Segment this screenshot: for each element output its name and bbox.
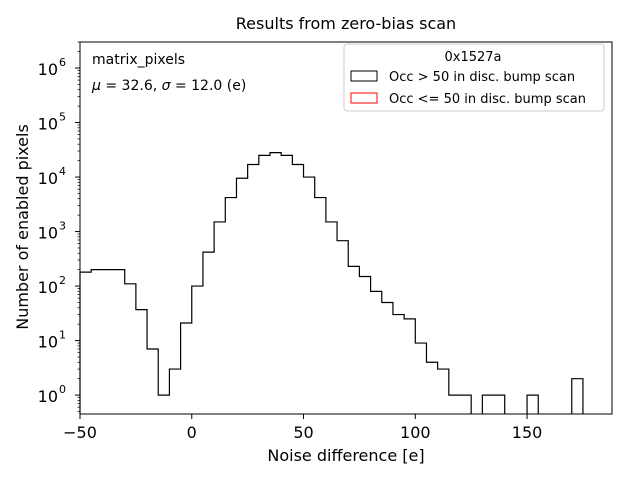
sigma-symbol: σ bbox=[162, 78, 172, 94]
legend-title: 0x1527a bbox=[444, 50, 501, 65]
y-tick-exponent: 1 bbox=[59, 329, 66, 342]
mu-value: = 32.6, bbox=[101, 78, 162, 94]
legend-label-series-1: Occ > 50 in disc. bump scan bbox=[389, 70, 575, 85]
y-tick-exponent: 0 bbox=[59, 383, 66, 396]
legend-swatch-series-2 bbox=[350, 92, 378, 104]
annotation: matrix_pixels μ = 32.6, σ = 12.0 (e) bbox=[91, 52, 246, 94]
legend: 0x1527a Occ > 50 in disc. bump scan Occ … bbox=[343, 43, 605, 112]
x-tick-label: 0 bbox=[187, 423, 197, 442]
y-tick-label: 10 bbox=[38, 115, 58, 134]
y-tick-label: 10 bbox=[38, 169, 58, 188]
x-tick-label: 100 bbox=[400, 423, 431, 442]
legend-label-series-2: Occ <= 50 in disc. bump scan bbox=[389, 92, 586, 107]
x-tick-label: 50 bbox=[293, 423, 313, 442]
y-tick-exponent: 5 bbox=[59, 111, 66, 124]
y-tick-exponent: 4 bbox=[59, 165, 66, 178]
x-axis-label: Noise difference [e] bbox=[267, 446, 424, 465]
y-tick-label: 10 bbox=[38, 278, 58, 297]
y-tick-exponent: 2 bbox=[59, 274, 66, 287]
y-tick-label: 10 bbox=[38, 387, 58, 406]
annotation-stats: μ = 32.6, σ = 12.0 (e) bbox=[91, 78, 246, 94]
y-tick-label: 10 bbox=[38, 224, 58, 243]
legend-swatch-series-1 bbox=[350, 70, 378, 82]
legend-box bbox=[343, 43, 605, 112]
x-tick-label: −50 bbox=[63, 423, 97, 442]
x-axis-ticks: −50 0 50 100 150 bbox=[63, 414, 542, 442]
plot-frame bbox=[79, 41, 613, 415]
y-axis-label: Number of enabled pixels bbox=[13, 124, 32, 330]
sigma-value: = 12.0 (e) bbox=[171, 78, 247, 94]
chart-title: Results from zero-bias scan bbox=[236, 14, 456, 33]
x-tick-label: 150 bbox=[512, 423, 543, 442]
y-tick-exponent: 3 bbox=[59, 220, 66, 233]
y-tick-exponent: 6 bbox=[59, 56, 66, 69]
annotation-dataset-name: matrix_pixels bbox=[92, 52, 185, 68]
plot-area bbox=[79, 41, 613, 415]
mu-symbol: μ bbox=[91, 78, 101, 94]
y-tick-label: 10 bbox=[38, 333, 58, 352]
histogram-outline-series-1 bbox=[79, 152, 584, 414]
y-tick-label: 10 bbox=[38, 60, 58, 79]
